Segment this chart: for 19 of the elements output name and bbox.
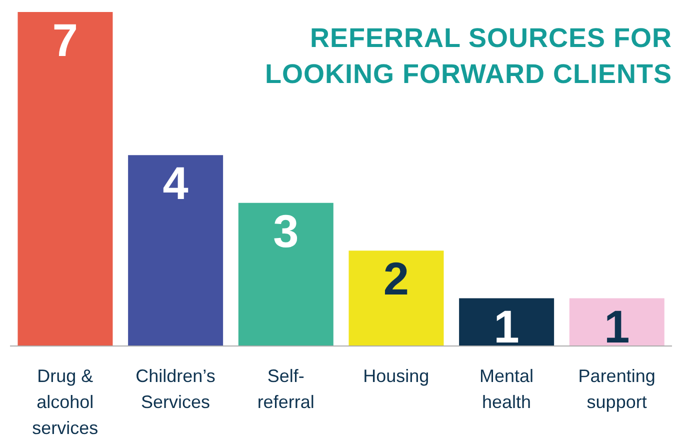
bar [18,12,113,346]
data-label: 1 [494,300,520,352]
bar [128,155,224,346]
x-tick-label: Mental health [479,366,534,412]
bar [569,298,664,346]
bar [348,250,444,346]
data-label: 3 [273,204,299,257]
x-tick-label: Children’s Services [136,366,216,412]
text: REFERRAL SOURCES FOR LOOKING FORWARD CLIENTS [264,22,672,91]
bar [459,298,554,346]
x-tick-label: Parenting support [578,366,656,412]
x-tick-label: Housing [363,366,430,386]
x-tick-label: Self-referral [257,366,314,412]
data-label: 4 [162,157,189,210]
data-label: 1 [604,300,630,352]
bar [238,202,334,346]
x-tick-label: Drug & alcohol services [32,366,98,436]
data-label: 7 [52,14,78,66]
data-label: 2 [383,252,410,305]
